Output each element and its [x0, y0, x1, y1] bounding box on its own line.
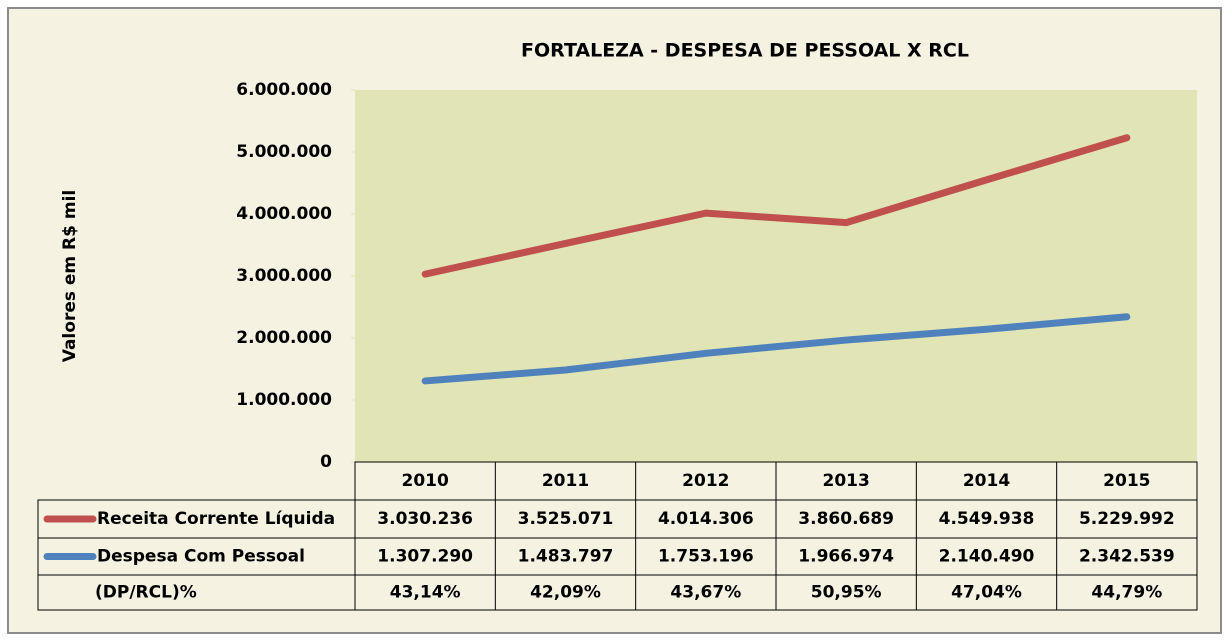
table-value: 4.549.938	[939, 509, 1035, 529]
ratio-label: (DP/RCL)%	[95, 583, 197, 603]
table-value: 1.483.797	[518, 547, 614, 567]
table-value: 1.753.196	[658, 547, 754, 567]
table-value: 3.860.689	[798, 509, 894, 529]
series-line	[421, 313, 1131, 385]
table-value: 4.014.306	[658, 509, 754, 529]
ratio-value: 47,04%	[951, 583, 1022, 603]
y-axis-label: Valores em R$ mil	[60, 190, 80, 363]
table-value: 1.966.974	[798, 547, 894, 567]
x-tick-label: 2011	[542, 471, 589, 491]
x-tick-label: 2013	[823, 471, 870, 491]
x-tick-label: 2010	[402, 471, 449, 491]
y-tick-label: 0	[320, 452, 332, 472]
table-value: 3.525.071	[518, 509, 614, 529]
legend-label: Receita Corrente Líquida	[97, 509, 335, 529]
ratio-value: 50,95%	[811, 583, 882, 603]
table-value: 2.342.539	[1079, 547, 1175, 567]
table-value: 1.307.290	[377, 547, 473, 567]
legend-label: Despesa Com Pessoal	[97, 547, 305, 567]
ratio-value: 43,14%	[390, 583, 461, 603]
table-value: 3.030.236	[377, 509, 473, 529]
y-tick-label: 5.000.000	[236, 142, 332, 162]
y-tick-label: 6.000.000	[236, 80, 332, 100]
ratio-value: 42,09%	[530, 583, 601, 603]
ratio-value: 43,67%	[670, 583, 741, 603]
x-tick-label: 2012	[682, 471, 729, 491]
table-value: 2.140.490	[939, 547, 1035, 567]
x-tick-label: 2015	[1103, 471, 1150, 491]
series-line	[421, 134, 1131, 278]
table-value: 5.229.992	[1079, 509, 1175, 529]
ratio-value: 44,79%	[1091, 583, 1162, 603]
chart-title: FORTALEZA - DESPESA DE PESSOAL X RCL	[521, 40, 969, 62]
y-tick-label: 3.000.000	[236, 266, 332, 286]
y-tick-label: 4.000.000	[236, 204, 332, 224]
x-tick-label: 2014	[963, 471, 1010, 491]
y-tick-label: 1.000.000	[236, 390, 332, 410]
y-tick-label: 2.000.000	[236, 328, 332, 348]
plot-area	[355, 90, 1197, 462]
